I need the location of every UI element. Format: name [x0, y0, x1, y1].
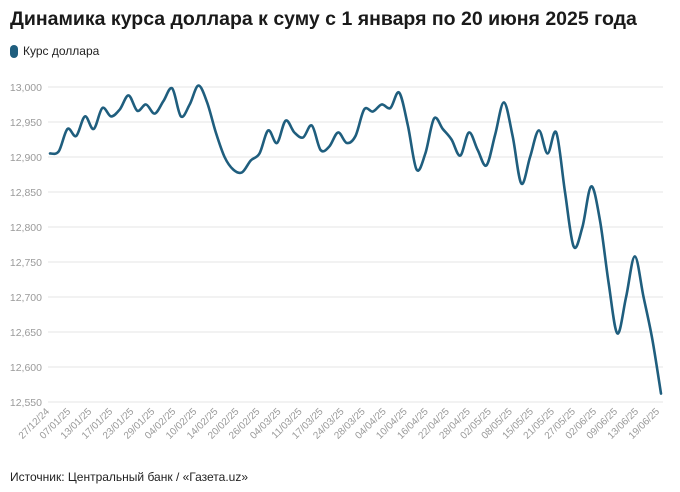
- y-tick-label: 12,800: [10, 222, 42, 234]
- x-axis-ticks: 27/12/2407/01/2513/01/2517/01/2523/01/25…: [17, 406, 663, 442]
- chart-title: Динамика курса доллара к суму с 1 января…: [10, 8, 637, 30]
- y-tick-label: 12,750: [10, 257, 42, 269]
- grid-lines: [48, 86, 663, 403]
- y-tick-label: 12,950: [10, 117, 42, 129]
- legend-label: Курс доллара: [23, 44, 100, 58]
- series-line-kurs-dollara: [48, 84, 663, 395]
- y-tick-label: 13,000: [10, 82, 42, 94]
- legend: Курс доллара: [10, 44, 99, 58]
- y-tick-label: 12,900: [10, 152, 42, 164]
- y-tick-label: 12,850: [10, 187, 42, 199]
- y-tick-label: 12,600: [10, 362, 42, 374]
- y-tick-label: 12,700: [10, 292, 42, 304]
- y-tick-label: 12,550: [10, 397, 42, 409]
- y-axis-ticks: 12,550 12,600 12,650 12,700 12,750 12,800 12,8…: [10, 82, 42, 409]
- source-note: Источник: Центральный банк / «Газета.uz»: [10, 470, 249, 484]
- legend-swatch: [10, 44, 18, 58]
- y-tick-label: 12,650: [10, 327, 42, 339]
